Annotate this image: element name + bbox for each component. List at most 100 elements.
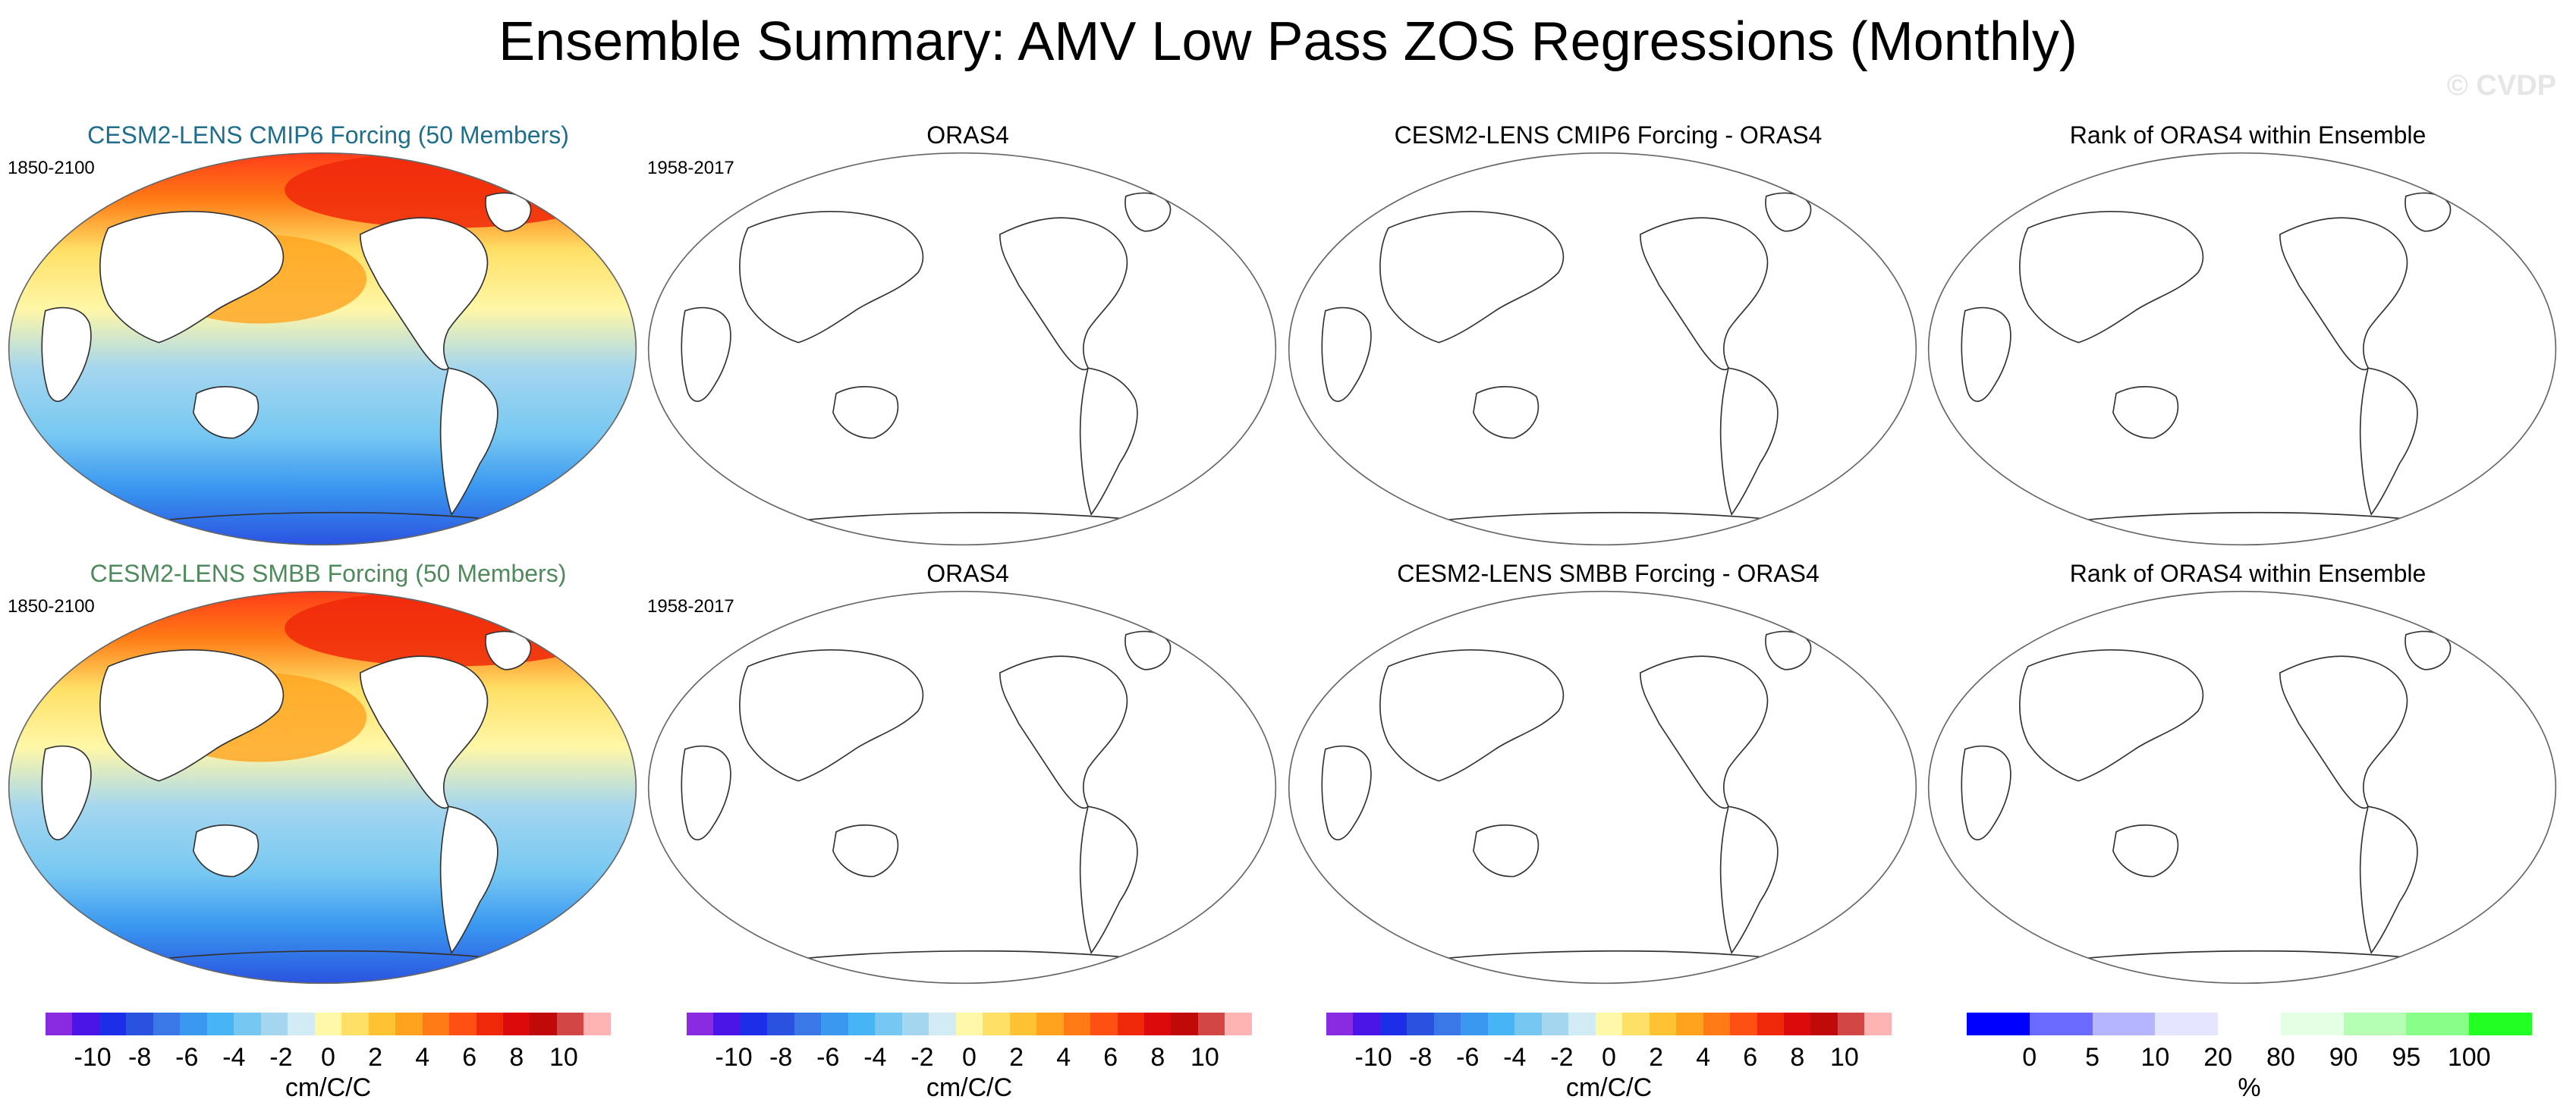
colorbar: -10 -8 -6 -4 -2 0 2 4 6 8 10 cm/C/C [687,1013,1252,1111]
colorbar-swatch [234,1013,261,1035]
colorbar-tick-label: -8 [128,1043,152,1072]
south-america-outline [1719,367,1779,516]
greenland-outline [2405,192,2452,232]
colorbar-swatch [1649,1013,1677,1035]
map-border [647,590,1277,985]
colorbar-tick-label: 4 [415,1043,430,1072]
colorbar-swatch [1595,1013,1623,1035]
colorbar-swatch [1864,1013,1892,1035]
colorbar-swatch [395,1013,423,1035]
australia-outline [1472,385,1540,439]
colorbar-swatch [1967,1013,2030,1035]
colorbar-units: cm/C/C [285,1073,372,1102]
colorbar-tick-label: -4 [1503,1043,1527,1072]
colorbar-swatch [1433,1013,1461,1035]
colorbar-tick-label: 2 [368,1043,383,1072]
colorbar-tick-label: 8 [1790,1043,1805,1072]
colorbar-swatch [2218,1013,2281,1035]
north-america-outline [1639,655,1769,809]
colorbar-swatch [1379,1013,1408,1035]
map-panel: Rank of ORAS4 within Ensemble [1927,121,2568,546]
north-america-outline [2279,217,2408,371]
colorbar-swatch [1783,1013,1811,1035]
colorbar-swatch [422,1013,450,1035]
panel-years: 1850-2100 [8,158,95,178]
colorbar-swatch [875,1013,902,1035]
south-america-outline [1719,806,1779,954]
asia-outline [739,211,924,344]
africa-outline [1961,306,2011,402]
colorbar-units: cm/C/C [1565,1073,1653,1102]
greenland-outline [1765,192,1812,232]
africa-outline [41,745,92,840]
map-panel: CESM2-LENS CMIP6 Forcing (50 Members) 185… [8,121,649,546]
antarctica-outline [741,950,1202,969]
map-border [1927,152,2557,546]
colorbar-tick-label: -2 [269,1043,293,1072]
asia-outline [1379,649,1565,782]
colorbar-swatch [1090,1013,1118,1035]
antarctica-outline [2021,511,2482,531]
panel-title: CESM2-LENS CMIP6 Forcing - ORAS4 [1394,121,1823,149]
panel-title: Rank of ORAS4 within Ensemble [2069,121,2427,149]
greenland-outline [2405,630,2452,671]
map-border [8,152,637,546]
colorbar-swatch [848,1013,876,1035]
colorbar-swatch [1676,1013,1703,1035]
colorbar-tick-label: -6 [816,1043,840,1072]
map-border [1927,590,2557,985]
colorbar-tick-label: -10 [1354,1043,1392,1072]
colorbar-swatch [1568,1013,1596,1035]
colorbar-swatch [99,1013,127,1035]
world-map [647,590,1277,985]
colorbar-tick-label: 2 [1649,1043,1664,1072]
colorbar-units: % [2238,1073,2261,1102]
colorbar-tick-label: -2 [1550,1043,1574,1072]
panel-title: ORAS4 [926,121,1009,149]
colorbar-swatch [901,1013,929,1035]
panel-title: CESM2-LENS SMBB Forcing - ORAS4 [1397,560,1820,587]
map-border [1288,152,1917,546]
colorbar-tick-label: 20 [2203,1043,2233,1072]
colorbar: -10 -8 -6 -4 -2 0 2 4 6 8 10 cm/C/C [46,1013,611,1111]
colorbar-swatch [821,1013,848,1035]
map-panel: CESM2-LENS CMIP6 Forcing - ORAS4 [1288,121,1929,546]
north-america-outline [999,655,1128,809]
panel-years: 1958-2017 [647,158,734,178]
antarctica-outline [741,511,1202,531]
asia-outline [99,211,285,344]
colorbar-tick-label: 95 [2392,1043,2421,1072]
colorbar-tick-label: 80 [2266,1043,2295,1072]
world-map [1927,152,2557,546]
map-border [8,590,637,985]
colorbar-swatch [2029,1013,2093,1035]
colorbar-tick-label: 5 [2085,1043,2100,1072]
colorbar-swatches [46,1013,611,1035]
colorbar-swatch [1407,1013,1434,1035]
asia-outline [1379,211,1565,344]
greenland-outline [1765,630,1812,671]
australia-outline [832,385,899,439]
map-panel: ORAS4 1958-2017 [647,560,1288,985]
colorbar-swatch [476,1013,503,1035]
colorbar-swatches [1967,1013,2532,1035]
colorbar: 0 5 10 20 80 90 95 100% [1967,1013,2532,1111]
colorbar-tick-label: 10 [1829,1043,1859,1072]
colorbar-tick-label: 6 [1743,1043,1758,1072]
colorbar-swatch [1461,1013,1488,1035]
antarctica-outline [1382,950,1842,969]
colorbar-swatch [260,1013,288,1035]
colorbar-swatch [72,1013,99,1035]
colorbar-swatch [1117,1013,1144,1035]
north-america-outline [2279,655,2408,809]
colorbar-swatch [556,1013,584,1035]
colorbar-swatch [583,1013,611,1035]
colorbar-tick-label: -6 [1456,1043,1480,1072]
south-america-outline [439,806,499,954]
colorbar-tick-label: -4 [863,1043,887,1072]
colorbar-swatch [1063,1013,1091,1035]
main-title: Ensemble Summary: AMV Low Pass ZOS Regre… [499,11,2077,72]
map-panel: CESM2-LENS SMBB Forcing - ORAS4 [1288,560,1929,985]
colorbar-swatch [1541,1013,1569,1035]
colorbar-tick-label: 2 [1009,1043,1024,1072]
